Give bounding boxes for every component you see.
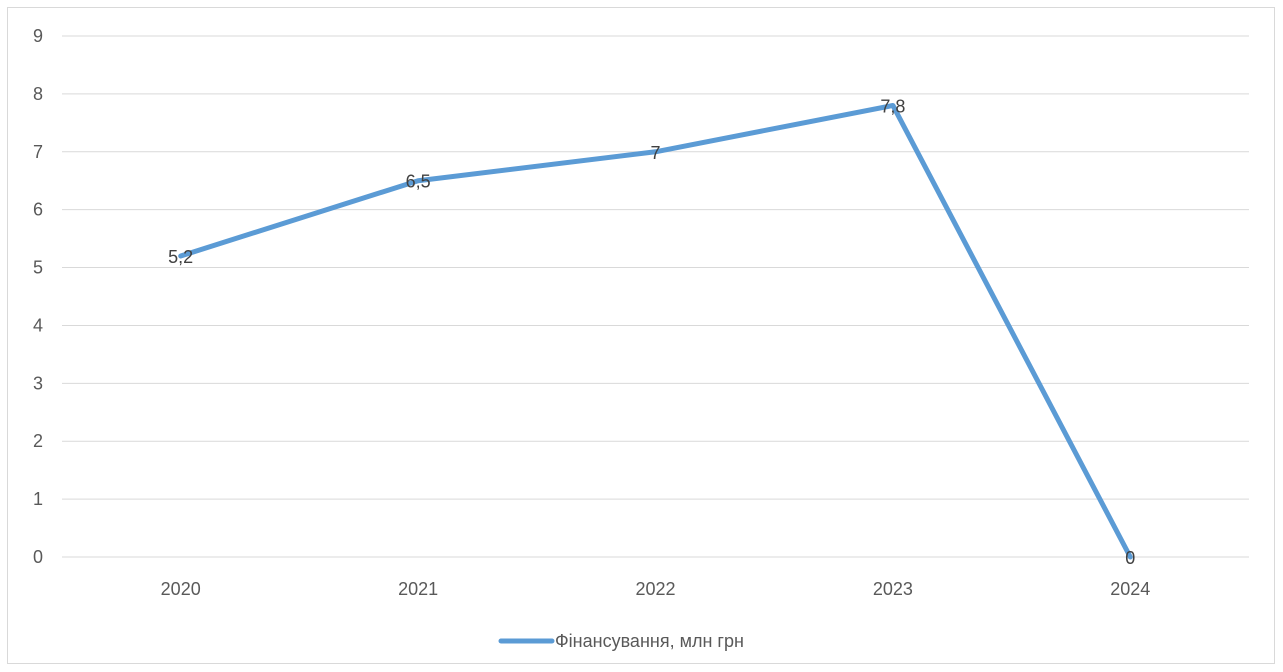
y-tick-label: 0 — [33, 547, 43, 567]
x-tick-label: 2024 — [1110, 579, 1150, 599]
x-axis-ticks: 2020 2021 2022 2023 2024 — [161, 579, 1151, 599]
data-label: 7 — [650, 143, 660, 163]
y-tick-label: 6 — [33, 200, 43, 220]
data-label: 7,8 — [880, 96, 905, 116]
data-labels: 5,2 6,5 7 7,8 0 — [168, 96, 1135, 568]
x-tick-label: 2022 — [635, 579, 675, 599]
y-tick-label: 1 — [33, 489, 43, 509]
series-lines — [178, 102, 1133, 560]
x-tick-label: 2020 — [161, 579, 201, 599]
data-label: 0 — [1125, 548, 1135, 568]
series-line — [178, 102, 1133, 560]
y-tick-label: 5 — [33, 258, 43, 278]
y-tick-label: 8 — [33, 84, 43, 104]
x-tick-label: 2021 — [398, 579, 438, 599]
line-chart: 0 1 2 3 4 5 6 7 8 9 2020 2021 2022 2023 2024 5,2 6,5 7 7… — [33, 26, 1249, 651]
y-tick-label: 2 — [33, 431, 43, 451]
legend-label: Фінансування, млн грн — [555, 631, 744, 651]
y-tick-label: 7 — [33, 142, 43, 162]
gridlines — [62, 35, 1249, 558]
data-label: 6,5 — [406, 172, 431, 192]
x-tick-label: 2023 — [873, 579, 913, 599]
y-axis-ticks: 0 1 2 3 4 5 6 7 8 9 — [33, 26, 43, 567]
y-tick-label: 3 — [33, 373, 43, 393]
chart-frame: 0 1 2 3 4 5 6 7 8 9 2020 2021 2022 2023 2024 5,2 6,5 7 7… — [7, 7, 1275, 664]
y-tick-label: 9 — [33, 26, 43, 46]
legend: Фінансування, млн грн — [498, 631, 744, 651]
data-label: 5,2 — [168, 247, 193, 267]
y-tick-label: 4 — [33, 315, 43, 335]
